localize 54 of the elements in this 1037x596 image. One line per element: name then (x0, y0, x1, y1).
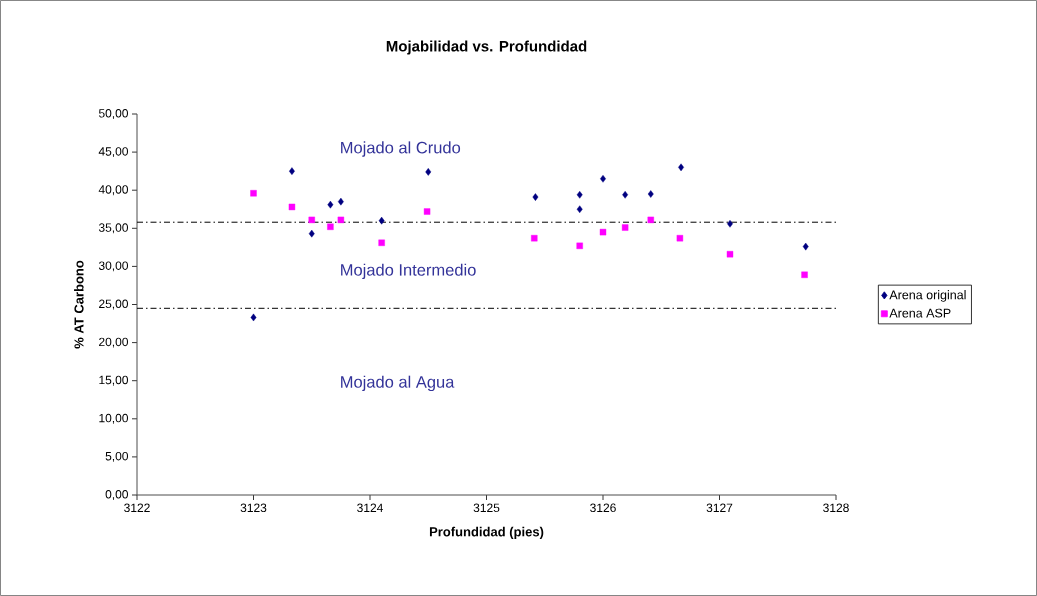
y-axis-title: % AT Carbono (74, 260, 84, 349)
y-tick-label: 30,00 (98, 261, 129, 272)
point (726, 251, 734, 258)
legend-label: Arena ASP (889, 308, 951, 318)
x-tick-label: 3128 (823, 503, 849, 513)
point (801, 271, 808, 278)
point (250, 190, 257, 197)
y-tick-label: 0,00 (105, 490, 129, 500)
chart-title: Mojabilidad vs. Profundidad (386, 40, 587, 55)
point (647, 216, 654, 224)
point (250, 313, 257, 322)
point (308, 229, 315, 238)
point (378, 239, 385, 246)
point (622, 190, 629, 199)
point (288, 203, 296, 211)
point (337, 216, 345, 224)
point (425, 168, 432, 176)
point (576, 242, 583, 250)
x-tick-label: 3125 (473, 503, 500, 513)
point (599, 228, 607, 236)
annotation: Mojado al Crudo (341, 141, 461, 157)
x-tick-label: 3127 (706, 503, 733, 513)
annotation: Mojado al Agua (341, 375, 455, 392)
point (327, 223, 334, 230)
point (802, 242, 809, 251)
point (308, 216, 315, 224)
y-tick-label: 40,00 (98, 185, 129, 196)
legend-label: Arena original (889, 290, 966, 302)
point (621, 224, 629, 231)
y-tick-label: 45,00 (98, 147, 129, 158)
point (576, 205, 583, 214)
point (378, 216, 385, 225)
point (576, 190, 583, 199)
y-tick-label: 50,00 (98, 109, 129, 119)
point (337, 197, 344, 206)
x-tick-label: 3126 (590, 503, 616, 513)
point (327, 200, 334, 209)
point (531, 235, 538, 242)
point (676, 235, 684, 242)
x-tick-label: 3122 (124, 503, 150, 513)
point (423, 208, 431, 215)
x-axis-title: Profundidad (pies) (429, 526, 544, 539)
y-tick-label: 20,00 (99, 337, 129, 348)
point (289, 167, 295, 175)
point (532, 193, 539, 201)
y-tick-label: 25,00 (99, 299, 129, 310)
annotation: Mojado Intermedio (341, 263, 476, 280)
x-tick-label: 3123 (240, 503, 267, 513)
y-tick-label: 35,00 (98, 223, 129, 234)
x-tick-label: 3124 (357, 503, 383, 513)
y-tick-label: 15,00 (99, 375, 129, 386)
y-tick-label: 10,00 (99, 413, 129, 424)
point (647, 190, 654, 198)
y-tick-label: 5,00 (105, 451, 129, 462)
